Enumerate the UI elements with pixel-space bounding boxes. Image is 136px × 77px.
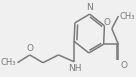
- Text: CH₃: CH₃: [1, 58, 16, 67]
- Text: CH₃: CH₃: [120, 12, 135, 21]
- Text: O: O: [121, 61, 128, 70]
- Text: O: O: [104, 18, 111, 27]
- Text: NH: NH: [68, 64, 82, 73]
- Text: O: O: [26, 44, 33, 53]
- Text: N: N: [86, 3, 93, 12]
